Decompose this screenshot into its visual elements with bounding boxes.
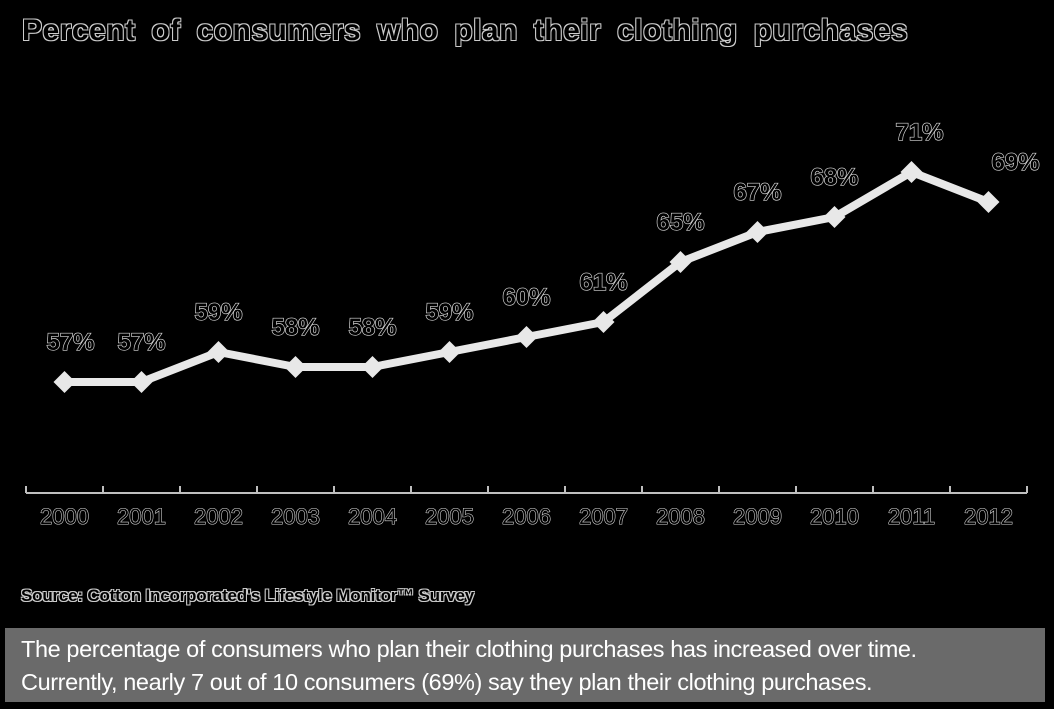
data-line xyxy=(64,168,990,386)
data-point-marker xyxy=(592,311,615,333)
data-point-label: 69% xyxy=(991,149,1039,176)
x-axis-label: 2005 xyxy=(425,504,474,529)
data-point-label: 68% xyxy=(810,164,858,191)
x-axis-label: 2010 xyxy=(810,504,859,529)
x-axis-label: 2011 xyxy=(888,504,935,529)
data-point-marker xyxy=(207,341,230,363)
data-point-label: 58% xyxy=(348,314,396,341)
data-point-label: 57% xyxy=(117,329,165,356)
data-point-marker xyxy=(900,161,923,183)
data-point-label: 60% xyxy=(502,284,550,311)
data-point-marker xyxy=(361,356,384,378)
data-point-marker xyxy=(669,251,692,273)
x-axis-label: 2009 xyxy=(733,504,782,529)
chart-title: Percent of consumers who plan their clot… xyxy=(22,14,909,47)
x-axis-label: 2007 xyxy=(579,504,628,529)
x-axis-label: 2004 xyxy=(348,504,397,529)
data-point-marker xyxy=(515,326,538,348)
x-axis-label: 2003 xyxy=(271,504,320,529)
data-point-label: 71% xyxy=(895,119,943,146)
x-axis-label: 2002 xyxy=(194,504,243,529)
x-axis-label: 2006 xyxy=(502,504,551,529)
data-point-marker xyxy=(746,221,769,243)
data-point-label: 59% xyxy=(194,299,242,326)
data-point-label: 67% xyxy=(733,179,781,206)
data-point-label: 65% xyxy=(656,209,704,236)
caption-box: The percentage of consumers who plan the… xyxy=(5,628,1045,702)
data-point-marker xyxy=(284,356,307,378)
x-axis-label: 2001 xyxy=(117,504,166,529)
x-axis-label: 2008 xyxy=(656,504,705,529)
data-point-label: 58% xyxy=(271,314,319,341)
data-point-marker xyxy=(438,341,461,363)
data-point-marker xyxy=(977,191,1000,213)
x-axis-label: 2012 xyxy=(964,504,1013,529)
caption-line-2: Currently, nearly 7 out of 10 consumers … xyxy=(21,669,873,695)
data-point-marker xyxy=(130,371,153,393)
data-point-marker xyxy=(53,371,76,393)
caption-line-1: The percentage of consumers who plan the… xyxy=(21,636,917,662)
data-point-label: 59% xyxy=(425,299,473,326)
data-point-label: 57% xyxy=(46,329,94,356)
source-note: Source: Cotton Incorporated's Lifestyle … xyxy=(21,586,475,605)
x-axis-label: 2000 xyxy=(40,504,89,529)
data-point-label: 61% xyxy=(579,269,627,296)
data-point-marker xyxy=(823,206,846,228)
